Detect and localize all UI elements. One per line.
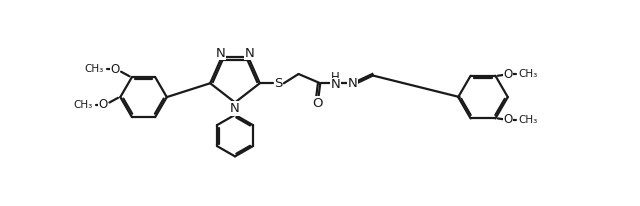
Text: S: S (274, 77, 283, 90)
Text: CH₃: CH₃ (84, 64, 104, 74)
Text: N: N (245, 47, 255, 60)
Text: CH₃: CH₃ (518, 69, 538, 79)
Text: N: N (331, 78, 340, 91)
Text: O: O (99, 98, 108, 111)
Text: CH₃: CH₃ (518, 115, 538, 125)
Text: H: H (332, 71, 340, 84)
Text: N: N (216, 47, 225, 60)
Text: O: O (312, 97, 323, 110)
Text: O: O (503, 68, 513, 81)
Text: CH₃: CH₃ (73, 100, 92, 110)
Text: O: O (503, 114, 513, 126)
Text: O: O (110, 63, 120, 76)
Text: N: N (348, 77, 358, 90)
Text: N: N (230, 102, 240, 115)
